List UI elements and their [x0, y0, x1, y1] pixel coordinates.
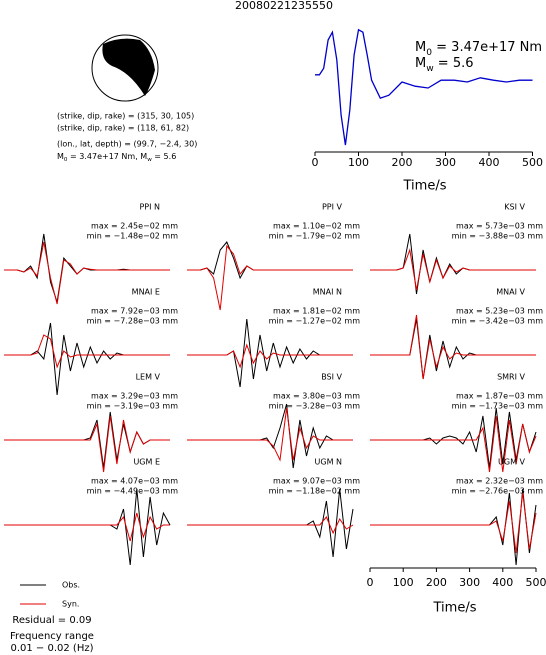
min-label: min = −1.73e−03 mm: [452, 402, 544, 411]
station-name: PPI V: [322, 203, 343, 212]
annotation: Mw = 5.6: [415, 56, 474, 74]
max-label: max = 2.45e−02 mm: [91, 222, 178, 231]
synthetic-trace: [187, 343, 353, 369]
max-label: max = 1.81e−02 mm: [273, 307, 360, 316]
x-tick-label: 0: [367, 576, 374, 589]
synthetic-trace: [187, 516, 354, 535]
station-name: UGM E: [133, 458, 160, 467]
station-name: UGM N: [315, 458, 343, 467]
synthetic-trace: [4, 415, 170, 473]
synthetic-trace: [4, 241, 170, 305]
station-name: PPI N: [139, 203, 160, 212]
min-label: min = −3.88e−03 mm: [452, 232, 544, 241]
subscript: 0: [64, 157, 68, 163]
max-label: max = 5.23e−03 mm: [456, 307, 543, 316]
observed-trace: [370, 318, 536, 380]
frequency-label: Frequency range: [10, 631, 94, 642]
beachball-compression: [102, 38, 155, 96]
chart-title: 20080221235550: [235, 0, 333, 12]
x-tick-label: 200: [392, 156, 413, 169]
station-name: MNAI E: [132, 288, 160, 297]
station-name: LEM V: [136, 373, 161, 382]
x-tick-label: 300: [435, 156, 456, 169]
frequency-range: 0.01 − 0.02 (Hz): [10, 643, 93, 654]
text-part: = 5.6: [152, 152, 177, 161]
station-name: UGM V: [498, 458, 526, 467]
synthetic-trace: [4, 512, 170, 542]
observed-trace: [4, 488, 171, 566]
text-part: M: [415, 56, 426, 71]
min-label: min = −1.79e−02 mm: [269, 232, 361, 241]
x-tick-label: 100: [393, 576, 414, 589]
source-time-function: [315, 28, 533, 146]
max-label: max = 1.10e−02 mm: [273, 222, 360, 231]
min-label: min = −1.27e−02 mm: [269, 317, 361, 326]
min-label: min = −2.76e−03 mm: [452, 487, 544, 496]
x-tick-label: 100: [348, 156, 369, 169]
min-label: min = −1.48e−02 mm: [87, 232, 179, 241]
subscript: w: [426, 64, 434, 74]
text-part: = 3.47e+17 Nm: [432, 40, 542, 55]
synthetic-trace: [187, 407, 353, 462]
x-axis-label: Time/s: [403, 179, 447, 194]
beachball: [91, 34, 159, 102]
mechanism-text: (lon., lat, depth) = (99.7, −2.4, 30): [57, 140, 197, 149]
synthetic-trace: [4, 334, 170, 369]
max-label: max = 7.92e−03 mm: [91, 307, 178, 316]
synthetic-trace: [187, 244, 353, 311]
annotation: M0 = 3.47e+17 Nm: [415, 40, 542, 58]
min-label: min = −3.28e−03 mm: [269, 402, 361, 411]
synthetic-trace: [370, 492, 537, 554]
max-label: max = 5.73e−03 mm: [456, 222, 543, 231]
station-name: BSI V: [321, 373, 342, 382]
mechanism-text: M0 = 3.47e+17 Nm, Mw = 5.6: [57, 152, 176, 163]
max-label: max = 1.87e−03 mm: [456, 392, 543, 401]
subscript: 0: [426, 48, 432, 58]
station-name: SMRI V: [497, 373, 525, 382]
legend-label: Obs.: [62, 581, 80, 590]
min-label: min = −3.19e−03 mm: [87, 402, 179, 411]
min-label: min = −7.28e−03 mm: [87, 317, 179, 326]
station-name: KSI V: [504, 203, 525, 212]
x-tick-label: 400: [492, 576, 513, 589]
observed-trace: [4, 322, 170, 396]
max-label: max = 9.07e−03 mm: [273, 477, 360, 486]
text-part: = 5.6: [434, 56, 474, 71]
min-label: min = −4.49e−03 mm: [87, 487, 179, 496]
max-label: max = 3.80e−03 mm: [273, 392, 360, 401]
synthetic-trace: [370, 248, 536, 291]
mechanism-text: (strike, dip, rake) = (315, 30, 105): [57, 112, 194, 121]
x-tick-label: 0: [312, 156, 319, 169]
min-label: min = −3.42e−03 mm: [452, 317, 544, 326]
min-label: min = −1.18e−02 mm: [269, 487, 361, 496]
text-part: M: [415, 40, 426, 55]
max-label: max = 3.29e−03 mm: [91, 392, 178, 401]
synthetic-trace: [370, 314, 536, 380]
observed-trace: [187, 488, 354, 558]
station-name: MNAI V: [496, 288, 525, 297]
residual: Residual = 0.09: [12, 615, 91, 626]
observed-trace: [187, 241, 353, 280]
subscript: w: [147, 157, 152, 163]
max-label: max = 2.32e−03 mm: [456, 477, 543, 486]
x-tick-label: 300: [459, 576, 480, 589]
x-tick-label: 200: [426, 576, 447, 589]
observed-trace: [370, 488, 537, 566]
text-part: = 3.47e+17 Nm, M: [67, 152, 147, 161]
text-part: M: [57, 152, 64, 161]
station-name: MNAI N: [313, 288, 342, 297]
x-tick-label: 500: [522, 156, 543, 169]
max-label: max = 4.07e−03 mm: [91, 477, 178, 486]
x-tick-label: 500: [526, 576, 546, 589]
mechanism-text: (strike, dip, rake) = (118, 61, 82): [57, 124, 189, 133]
x-tick-label: 400: [479, 156, 500, 169]
x-axis-label: Time/s: [433, 601, 477, 616]
observed-trace: [370, 233, 536, 295]
synthetic-trace: [370, 415, 537, 473]
legend-label: Syn.: [62, 600, 79, 609]
